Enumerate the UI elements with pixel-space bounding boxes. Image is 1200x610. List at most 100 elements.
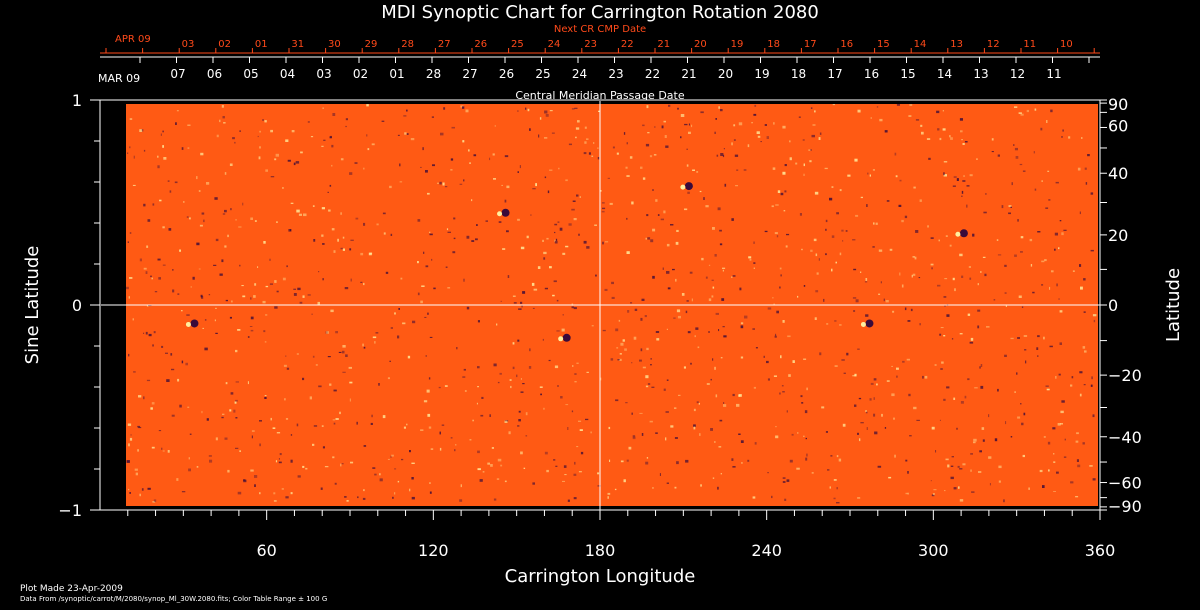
negative-field-speck	[967, 378, 970, 381]
negative-field-speck	[780, 192, 784, 196]
negative-field-speck	[1017, 219, 1019, 222]
positive-field-speck	[738, 122, 743, 126]
negative-field-speck	[318, 385, 322, 388]
negative-field-speck	[148, 333, 152, 337]
negative-field-speck	[204, 347, 208, 351]
positive-field-speck	[506, 185, 510, 189]
negative-field-speck	[1056, 471, 1059, 474]
positive-field-speck	[815, 253, 818, 257]
negative-field-speck	[860, 422, 864, 424]
positive-field-speck	[788, 374, 791, 377]
positive-field-speck	[151, 446, 155, 449]
negative-field-speck	[617, 359, 620, 361]
y-left-tick-label: 1	[72, 91, 82, 110]
negative-field-speck	[843, 372, 846, 374]
negative-field-speck	[723, 402, 725, 404]
negative-field-speck	[966, 204, 968, 208]
negative-field-speck	[239, 264, 241, 267]
positive-field-speck	[190, 286, 192, 288]
positive-field-speck	[196, 466, 199, 468]
negative-field-speck	[209, 459, 213, 463]
positive-field-speck	[639, 412, 643, 414]
y-right-tick-label: −90	[1108, 497, 1142, 516]
positive-field-speck	[836, 455, 839, 458]
negative-field-speck	[1092, 478, 1096, 481]
negative-field-speck	[147, 487, 151, 490]
positive-field-speck	[376, 223, 379, 226]
negative-field-speck	[360, 281, 363, 283]
y-right-tick-label: −60	[1108, 474, 1142, 493]
negative-field-speck	[406, 109, 408, 112]
positive-field-speck	[387, 377, 390, 380]
negative-field-speck	[1019, 163, 1023, 166]
negative-field-speck	[650, 358, 652, 360]
positive-field-speck	[129, 277, 133, 279]
positive-field-speck	[618, 319, 621, 322]
negative-field-speck	[320, 487, 323, 490]
negative-field-speck	[784, 190, 787, 193]
positive-field-speck	[912, 256, 915, 258]
positive-field-speck	[718, 106, 720, 109]
positive-field-speck	[465, 109, 469, 113]
negative-field-speck	[625, 402, 628, 404]
negative-field-speck	[717, 207, 721, 211]
positive-field-speck	[642, 366, 646, 369]
negative-field-speck	[732, 275, 736, 277]
negative-field-speck	[185, 362, 188, 366]
negative-field-speck	[203, 219, 205, 223]
positive-field-speck	[656, 338, 660, 341]
negative-field-speck	[152, 344, 154, 347]
negative-field-speck	[721, 298, 725, 301]
negative-field-speck	[866, 204, 868, 207]
negative-field-speck	[864, 281, 868, 283]
positive-field-speck	[814, 317, 817, 320]
positive-field-speck	[718, 446, 722, 448]
negative-field-speck	[466, 306, 470, 310]
negative-field-speck	[676, 461, 679, 465]
negative-field-speck	[462, 376, 466, 378]
y-axis-right-label: Latitude	[1163, 268, 1184, 342]
positive-field-speck	[792, 360, 795, 363]
positive-field-speck	[914, 256, 917, 260]
positive-field-speck	[594, 224, 597, 226]
negative-field-speck	[517, 110, 519, 112]
next-cr-date: 31	[291, 39, 304, 50]
negative-field-speck	[1045, 385, 1049, 387]
negative-field-speck	[285, 355, 287, 357]
next-cr-first-date: APR 09	[115, 34, 151, 45]
negative-field-speck	[1084, 167, 1087, 170]
positive-field-speck	[238, 226, 242, 228]
negative-field-speck	[355, 217, 359, 220]
top-axis-date: 22	[645, 67, 660, 81]
negative-field-speck	[130, 434, 132, 436]
positive-field-speck	[838, 458, 842, 462]
positive-field-speck	[1023, 335, 1028, 337]
positive-field-speck	[387, 458, 390, 460]
negative-field-speck	[652, 275, 655, 279]
positive-field-speck	[333, 250, 336, 253]
negative-field-speck	[382, 212, 386, 215]
positive-field-speck	[227, 234, 229, 238]
positive-field-speck	[960, 130, 963, 133]
negative-field-speck	[1092, 414, 1095, 418]
positive-field-speck	[938, 239, 940, 242]
negative-field-speck	[964, 141, 968, 143]
positive-field-speck	[270, 417, 272, 421]
positive-field-speck	[331, 164, 333, 167]
positive-field-speck	[818, 137, 821, 140]
negative-field-speck	[718, 329, 720, 332]
negative-field-speck	[715, 312, 719, 315]
negative-field-speck	[763, 355, 765, 358]
negative-field-speck	[571, 306, 574, 309]
negative-field-speck	[233, 409, 236, 413]
positive-field-speck	[332, 456, 335, 459]
positive-field-speck	[875, 222, 878, 225]
positive-field-speck	[753, 386, 756, 389]
positive-field-speck	[227, 469, 230, 473]
positive-field-speck	[623, 479, 626, 483]
negative-field-speck	[323, 139, 326, 141]
negative-field-speck	[259, 443, 261, 447]
negative-field-speck	[798, 116, 801, 118]
negative-field-speck	[389, 360, 391, 362]
active-region-positive	[680, 184, 686, 190]
